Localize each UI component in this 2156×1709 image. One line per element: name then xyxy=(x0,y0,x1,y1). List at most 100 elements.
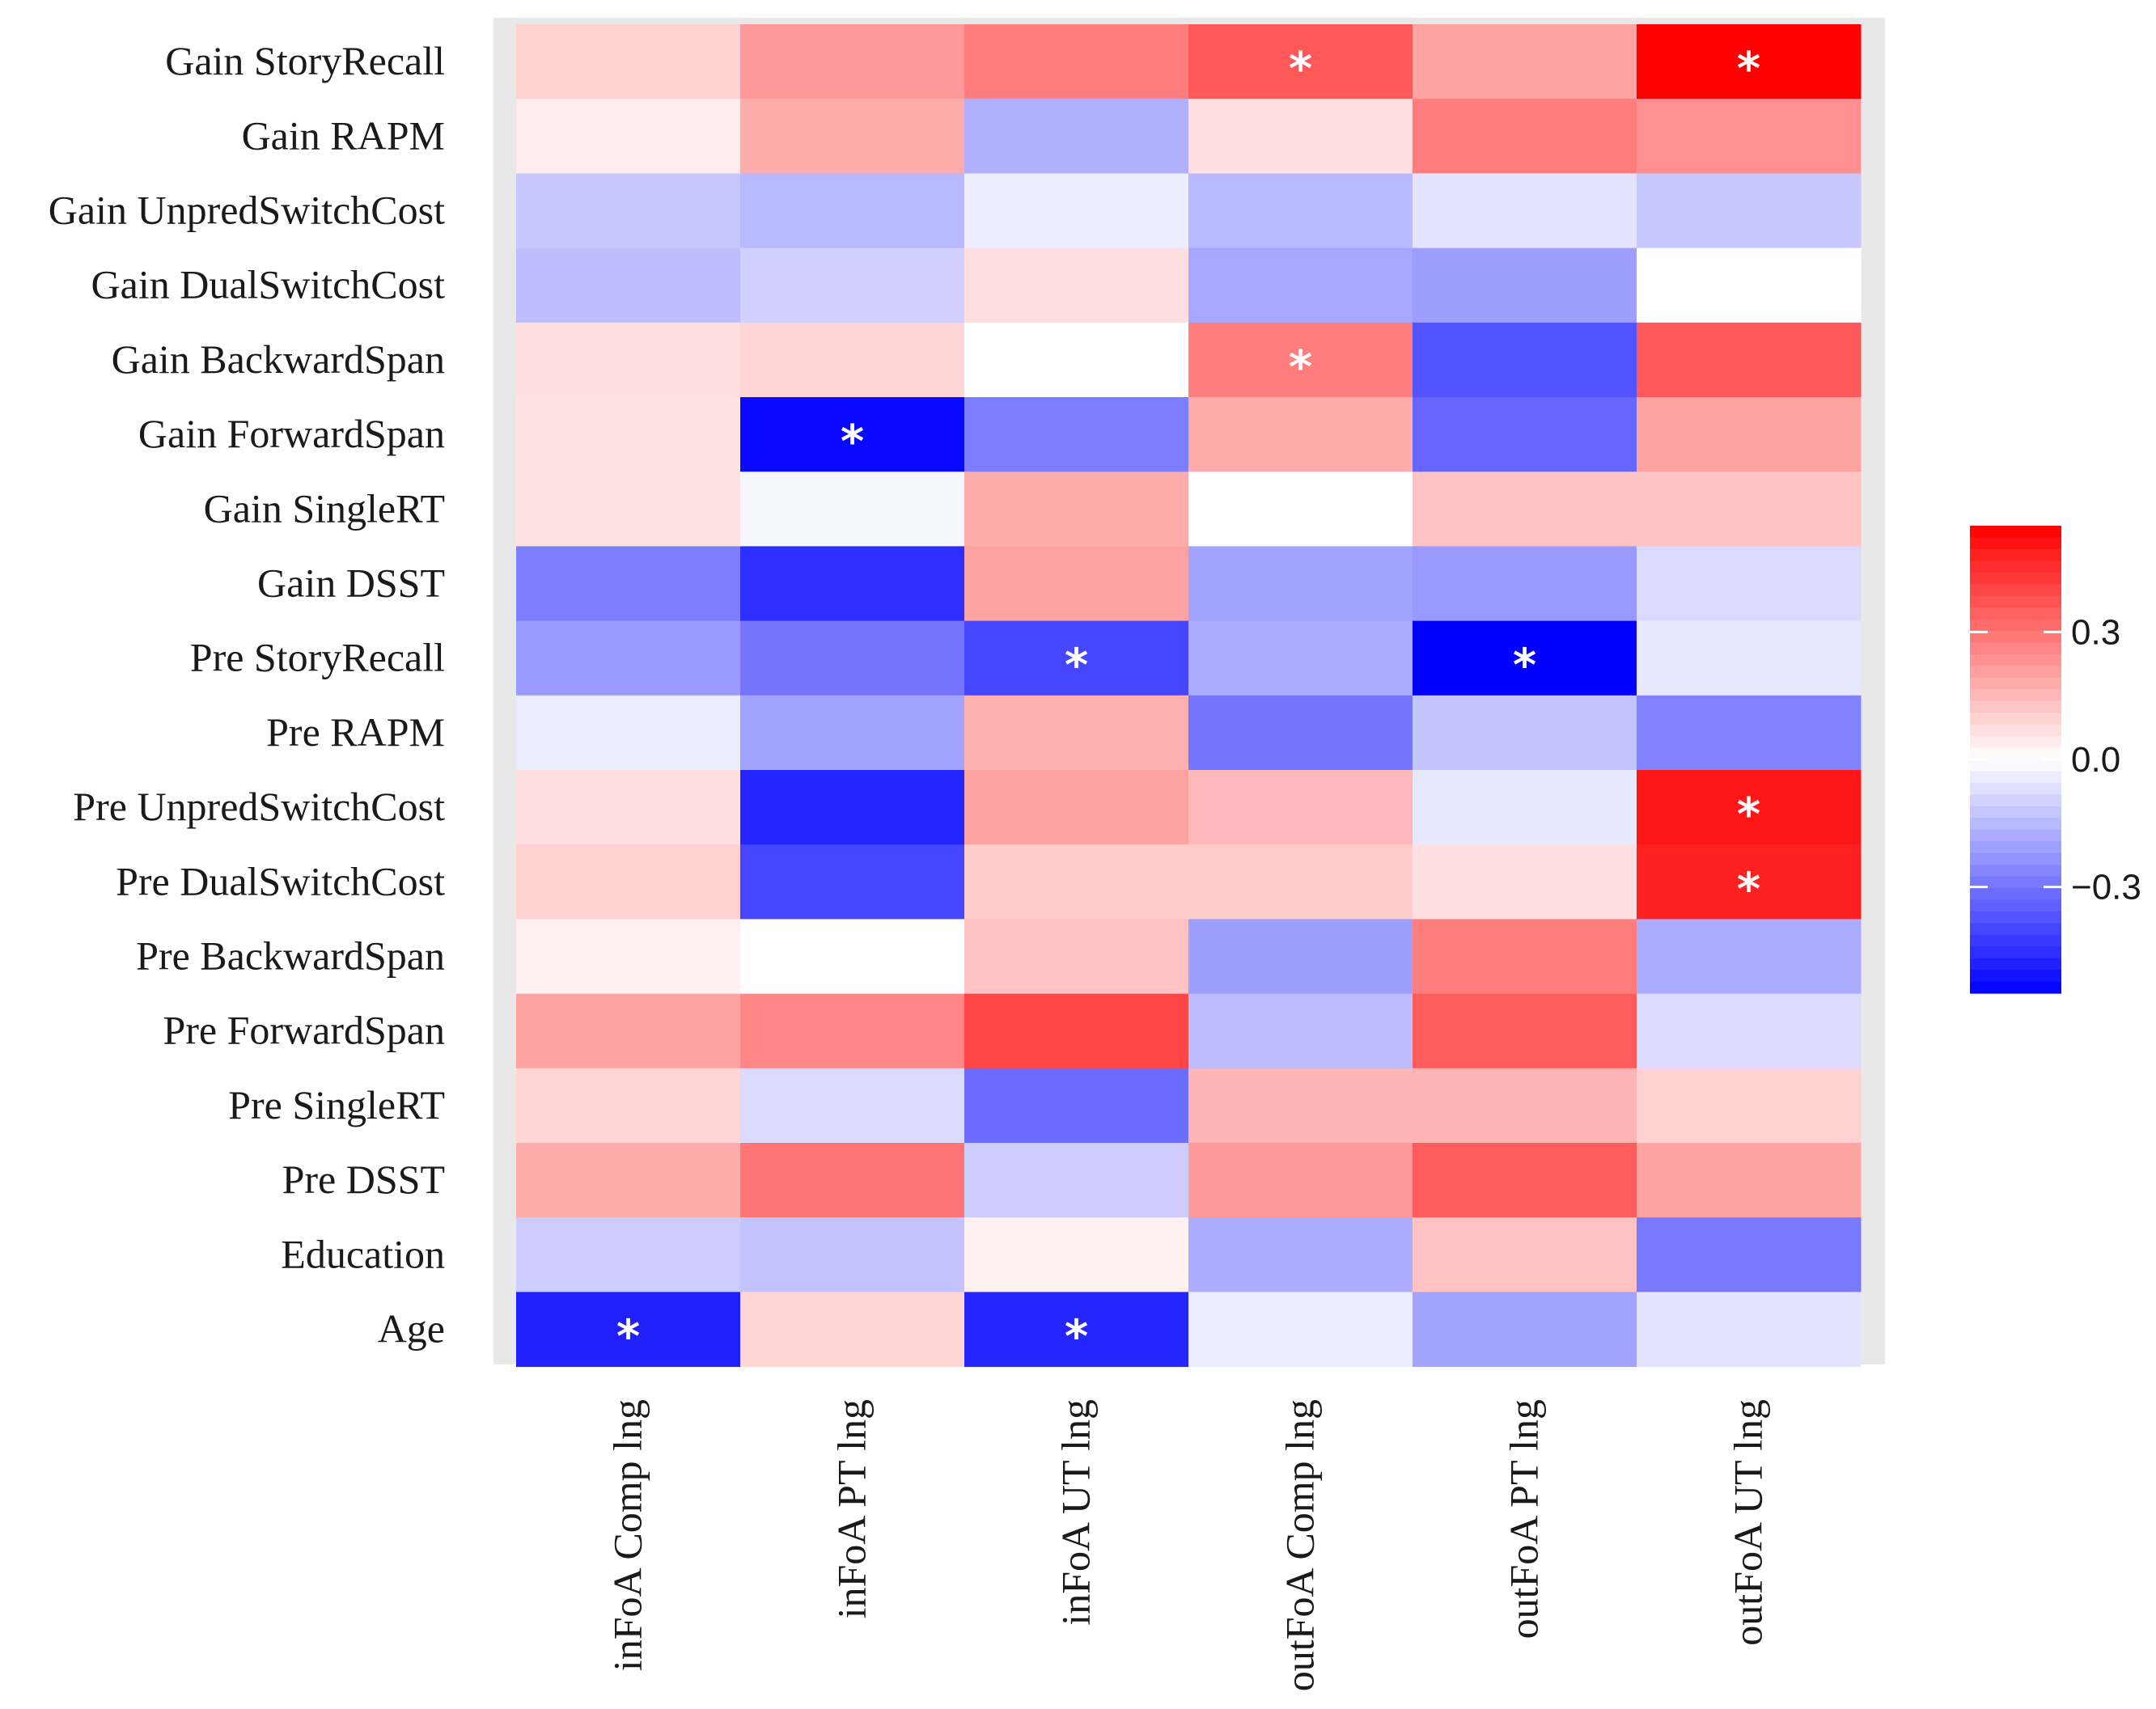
heatmap-cell-pre-dsst-outfoa-ut-lng xyxy=(1637,1143,1862,1218)
heatmap-cell-gain-dualswitchcost-outfoa-pt-lng xyxy=(1413,247,1637,324)
heatmap-cell-gain-rapm-infoa-pt-lng xyxy=(740,99,965,174)
heatmap-cell-gain-unpredswitchcost-outfoa-pt-lng xyxy=(1413,173,1637,249)
heatmap-cell-pre-storyrecall-outfoa-ut-lng xyxy=(1637,620,1862,696)
colorbar-segment xyxy=(1970,852,2061,865)
heatmap-cell-education-infoa-pt-lng xyxy=(740,1217,965,1292)
heatmap-cell-pre-forwardspan-outfoa-comp-lng xyxy=(1188,993,1413,1069)
heatmap-cell-pre-unpredswitchcost-infoa-ut-lng xyxy=(964,770,1189,845)
heatmap-cell-pre-dsst-infoa-ut-lng xyxy=(964,1143,1189,1218)
heatmap-cell-pre-singlert-outfoa-comp-lng xyxy=(1188,1068,1413,1144)
row-label-education: Education xyxy=(281,1231,445,1276)
heatmap-cell-gain-dualswitchcost-infoa-ut-lng xyxy=(964,247,1189,324)
heatmap-cell-pre-storyrecall-infoa-pt-lng xyxy=(740,620,965,696)
heatmap-cell-gain-rapm-outfoa-pt-lng xyxy=(1413,99,1637,174)
colorbar-tick-label: 0.0 xyxy=(2071,740,2120,780)
row-label-age: Age xyxy=(378,1306,445,1352)
colorbar-segment xyxy=(1970,865,2061,878)
heatmap-cell-gain-backwardspan-infoa-comp-lng xyxy=(516,322,741,398)
significance-star: * xyxy=(1289,341,1312,394)
heatmap-cell-age-outfoa-comp-lng xyxy=(1188,1292,1413,1368)
colorbar-segment xyxy=(1970,561,2061,573)
colorbar-segment xyxy=(1970,607,2061,620)
colorbar-segment xyxy=(1970,829,2061,842)
heatmap-cell-gain-forwardspan-infoa-pt-lng xyxy=(740,397,965,472)
heatmap-cell-age-outfoa-ut-lng xyxy=(1637,1292,1862,1368)
colorbar-segment xyxy=(1970,526,2061,539)
heatmap-cell-gain-unpredswitchcost-outfoa-ut-lng xyxy=(1637,173,1862,249)
colorbar-segment xyxy=(1970,841,2061,854)
colorbar-segment xyxy=(1970,666,2061,679)
heatmap-cell-gain-dualswitchcost-outfoa-comp-lng xyxy=(1188,247,1413,324)
row-label-gain-dualswitchcost: Gain DualSwitchCost xyxy=(91,262,446,307)
heatmap-cell-pre-rapm-infoa-pt-lng xyxy=(740,695,965,771)
heatmap-cell-gain-dsst-infoa-comp-lng xyxy=(516,546,741,622)
column-label-outfoa-pt-lng: outFoA PT lng xyxy=(1502,1399,1547,1639)
significance-star: * xyxy=(1513,640,1536,692)
colorbar-segment xyxy=(1970,818,2061,831)
heatmap-cell-gain-storyrecall-infoa-pt-lng xyxy=(740,24,965,99)
heatmap-cell-gain-forwardspan-outfoa-ut-lng xyxy=(1637,397,1862,472)
heatmap-cell-gain-dualswitchcost-infoa-comp-lng xyxy=(516,247,741,324)
colorbar-segment xyxy=(1970,747,2061,760)
heatmap-cell-gain-singlert-infoa-comp-lng xyxy=(516,472,741,547)
significance-star: * xyxy=(1065,1311,1088,1364)
colorbar-segment xyxy=(1970,689,2061,702)
heatmap-cell-pre-singlert-infoa-comp-lng xyxy=(516,1068,741,1144)
heatmap-cell-pre-forwardspan-infoa-comp-lng xyxy=(516,993,741,1069)
heatmap-cell-gain-unpredswitchcost-infoa-pt-lng xyxy=(740,173,965,249)
heatmap-cell-gain-forwardspan-infoa-ut-lng xyxy=(964,397,1189,472)
colorbar-segment xyxy=(1970,548,2061,561)
heatmap-cell-gain-rapm-infoa-comp-lng xyxy=(516,99,741,174)
heatmap-cell-pre-singlert-infoa-ut-lng xyxy=(964,1068,1189,1144)
row-label-gain-rapm: Gain RAPM xyxy=(242,112,445,158)
heatmap-cell-pre-rapm-infoa-ut-lng xyxy=(964,695,1189,771)
significance-star: * xyxy=(841,416,864,468)
significance-star: * xyxy=(1737,863,1760,916)
heatmap-cell-age-infoa-pt-lng xyxy=(740,1292,965,1368)
colorbar-segment xyxy=(1970,654,2061,666)
heatmap-cell-pre-storyrecall-infoa-comp-lng xyxy=(516,620,741,696)
colorbar-segment xyxy=(1970,876,2061,889)
heatmap-cell-pre-unpredswitchcost-infoa-pt-lng xyxy=(740,770,965,845)
heatmap-cell-gain-dsst-outfoa-ut-lng xyxy=(1637,546,1862,622)
colorbar-segment xyxy=(1970,619,2061,632)
heatmap-cell-pre-rapm-outfoa-ut-lng xyxy=(1637,695,1862,771)
row-label-gain-unpredswitchcost: Gain UnpredSwitchCost xyxy=(49,188,445,233)
heatmap-cell-gain-forwardspan-infoa-comp-lng xyxy=(516,397,741,472)
heatmap-cell-gain-dualswitchcost-outfoa-ut-lng xyxy=(1637,247,1862,324)
colorbar-segment xyxy=(1970,724,2061,737)
row-label-pre-storyrecall: Pre StoryRecall xyxy=(190,635,445,680)
significance-markers: * * * * * * * * * * xyxy=(616,43,1760,1363)
column-label-infoa-ut-lng: inFoA UT lng xyxy=(1053,1399,1099,1626)
colorbar-segment xyxy=(1970,946,2061,959)
significance-star: * xyxy=(616,1311,640,1364)
heatmap-cell-pre-storyrecall-outfoa-pt-lng xyxy=(1413,620,1637,696)
heatmap-cell-gain-dsst-outfoa-comp-lng xyxy=(1188,546,1413,622)
heatmap-cell-gain-rapm-outfoa-ut-lng xyxy=(1637,99,1862,174)
colorbar-segment xyxy=(1970,736,2061,749)
colorbar-segment xyxy=(1970,782,2061,795)
heatmap-cell-education-outfoa-pt-lng xyxy=(1413,1217,1637,1292)
heatmap-cell-gain-storyrecall-infoa-comp-lng xyxy=(516,24,741,99)
heatmap-cell-education-infoa-comp-lng xyxy=(516,1217,741,1292)
heatmap-cell-gain-singlert-outfoa-pt-lng xyxy=(1413,472,1637,547)
row-label-gain-backwardspan: Gain BackwardSpan xyxy=(112,336,445,382)
heatmap-cell-gain-storyrecall-outfoa-ut-lng xyxy=(1637,24,1862,99)
heatmap-cell-pre-backwardspan-outfoa-comp-lng xyxy=(1188,919,1413,995)
row-label-pre-dsst: Pre DSST xyxy=(282,1157,445,1202)
heatmap-cell-pre-rapm-outfoa-pt-lng xyxy=(1413,695,1637,771)
colorbar-segment xyxy=(1970,970,2061,983)
heatmap-cell-gain-dsst-infoa-pt-lng xyxy=(740,546,965,622)
heatmap-cell-pre-unpredswitchcost-outfoa-comp-lng xyxy=(1188,770,1413,845)
colorbar-segment xyxy=(1970,806,2061,819)
heatmap-cell-gain-rapm-outfoa-comp-lng xyxy=(1188,99,1413,174)
colorbar-segment xyxy=(1970,934,2061,947)
heatmap-cell-pre-dualswitchcost-outfoa-pt-lng xyxy=(1413,844,1637,920)
heatmap-cell-gain-singlert-infoa-pt-lng xyxy=(740,472,965,547)
heatmap-cell-pre-dsst-outfoa-comp-lng xyxy=(1188,1143,1413,1218)
row-labels: Gain StoryRecall Gain RAPM Gain UnpredSwit… xyxy=(49,38,445,1351)
row-label-gain-singlert: Gain SingleRT xyxy=(204,485,445,531)
row-label-pre-rapm: Pre RAPM xyxy=(266,709,445,755)
colorbar-segment xyxy=(1970,584,2061,597)
